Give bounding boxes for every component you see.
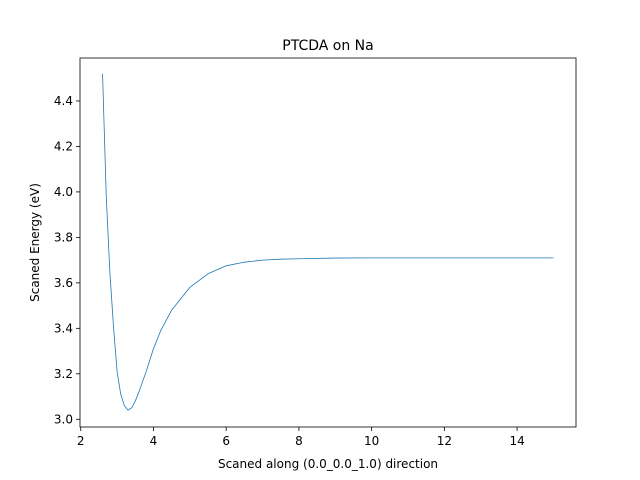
y-tick-label: 4.2 xyxy=(54,139,73,153)
y-tick-label: 4.0 xyxy=(54,185,73,199)
y-tick-label: 3.6 xyxy=(54,276,73,290)
plot-area xyxy=(102,73,554,411)
y-axis-title: Scaned Energy (eV) xyxy=(28,183,42,302)
y-tick-label: 4.4 xyxy=(54,94,73,108)
x-axis-title: Scaned along (0.0_0.0_1.0) direction xyxy=(218,457,438,471)
x-tick-label: 10 xyxy=(364,434,379,448)
x-tick-label: 12 xyxy=(437,434,452,448)
plot-frame xyxy=(79,57,577,428)
y-tick-label: 3.4 xyxy=(54,321,73,335)
x-axis: 2 4 6 8 10 12 14 xyxy=(77,427,525,448)
y-tick-label: 3.2 xyxy=(54,367,73,381)
x-tick-label: 6 xyxy=(222,434,230,448)
x-tick-label: 8 xyxy=(295,434,303,448)
x-tick-label: 4 xyxy=(150,434,158,448)
chart-title: PTCDA on Na xyxy=(282,38,373,54)
y-axis: 3.0 3.2 3.4 3.6 3.8 4.0 4.2 4.4 xyxy=(54,94,80,426)
x-tick-label: 2 xyxy=(77,434,85,448)
y-tick-label: 3.0 xyxy=(54,412,73,426)
y-tick-label: 3.8 xyxy=(54,230,73,244)
series-line-0 xyxy=(102,73,554,411)
x-tick-label: 14 xyxy=(509,434,524,448)
